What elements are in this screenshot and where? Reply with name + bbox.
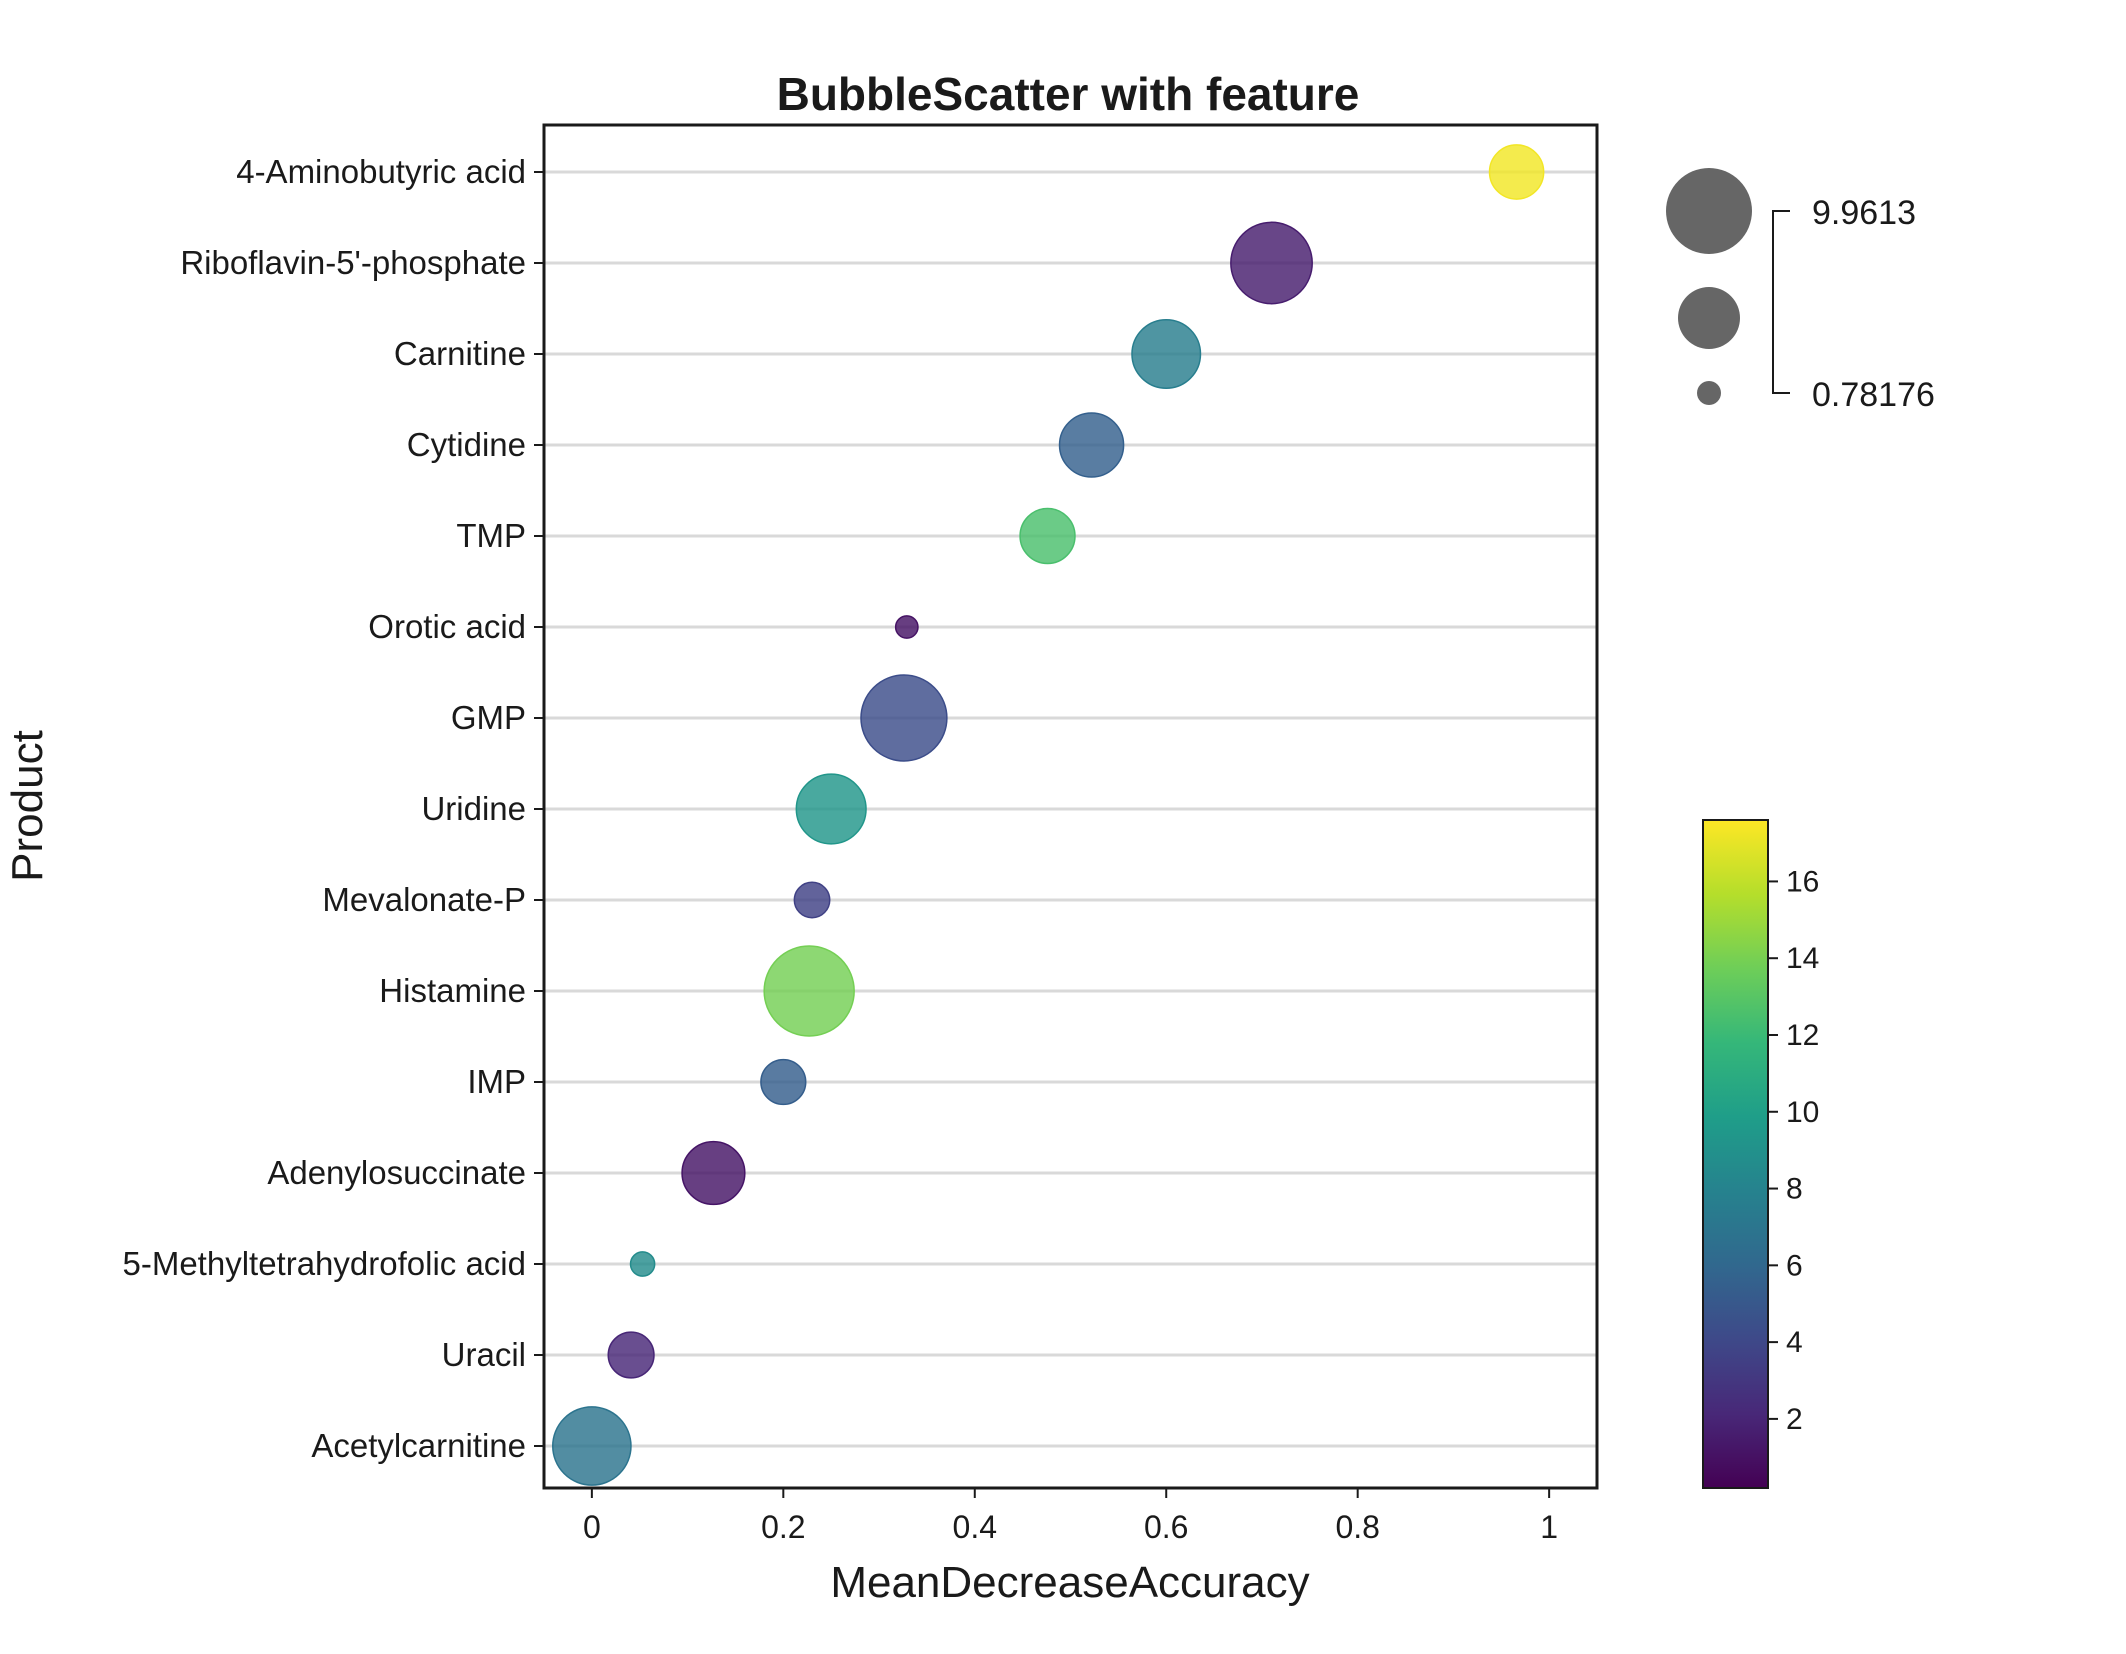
colorbar-ticks: 2 4 6 8 10 12 14 16 [1768, 865, 1819, 1436]
x-tick-label: 0.4 [953, 1509, 997, 1545]
bubble-point [1230, 221, 1313, 305]
x-axis-ticks: 0 0.2 0.4 0.6 0.8 1 [583, 1488, 1558, 1545]
colorbar-tick-label: 14 [1786, 942, 1819, 975]
colorbar-tick-label: 10 [1786, 1096, 1819, 1129]
colorbar-tick-label: 4 [1786, 1326, 1803, 1359]
size-legend-bracket [1772, 210, 1790, 394]
x-tick-label: 0.2 [761, 1509, 805, 1545]
chart-title: BubbleScatter with feature [777, 68, 1360, 120]
bubble-series [552, 144, 1545, 1486]
y-tick-label: Adenylosuccinate [267, 1154, 526, 1191]
size-legend-min-label: 0.78176 [1812, 376, 1935, 414]
x-tick-label: 1 [1540, 1509, 1558, 1545]
x-axis-label: MeanDecreaseAccuracy [830, 1558, 1309, 1607]
bubble-point [1131, 318, 1202, 390]
x-tick-label: 0.6 [1144, 1509, 1188, 1545]
y-tick-label: IMP [467, 1063, 526, 1100]
bubble-point [860, 674, 948, 762]
y-tick-label: Carnitine [394, 335, 526, 372]
bubble-point [681, 1140, 746, 1206]
y-tick-label: 4-Aminobutyric acid [236, 153, 526, 190]
y-tick-label: GMP [451, 699, 526, 736]
y-tick-label: Orotic acid [368, 608, 526, 645]
plot-area-frame [542, 123, 1599, 1490]
bubble-point [793, 881, 831, 919]
size-legend: 9.9613 0.78176 [1666, 168, 1935, 414]
bubble-point [795, 773, 867, 845]
bubble-point [607, 1331, 655, 1379]
colorbar: 2 4 6 8 10 12 14 16 [1702, 819, 1819, 1489]
y-tick-label: TMP [456, 517, 526, 554]
colorbar-tick-label: 12 [1786, 1019, 1819, 1052]
y-tick-label: Riboflavin-5'-phosphate [180, 244, 526, 281]
bubble-point [629, 1251, 656, 1277]
y-axis-ticks: 4-Aminobutyric acid Riboflavin-5'-phospha… [122, 153, 544, 1464]
bubble-point [1058, 412, 1125, 478]
y-tick-label: Acetylcarnitine [311, 1427, 526, 1464]
colorbar-tick-label: 2 [1786, 1403, 1803, 1436]
y-tick-label: Histamine [379, 972, 526, 1009]
bubble-point [894, 615, 919, 639]
grid-lines [544, 170, 1597, 1448]
y-tick-label: Uridine [421, 790, 526, 827]
bubble-point [1019, 507, 1076, 565]
bubble-point [760, 1058, 807, 1106]
bubble-point [552, 1406, 632, 1486]
y-axis-label: Product [3, 730, 52, 882]
colorbar-tick-label: 8 [1786, 1173, 1803, 1206]
colorbar-tick-label: 6 [1786, 1249, 1803, 1282]
bubble-point [1488, 144, 1545, 200]
y-tick-label: Cytidine [407, 426, 526, 463]
y-tick-label: Mevalonate-P [322, 881, 526, 918]
y-tick-label: Uracil [442, 1336, 526, 1373]
colorbar-bar [1702, 819, 1769, 1489]
y-tick-label: 5-Methyltetrahydrofolic acid [122, 1245, 526, 1282]
size-legend-small-bubble [1697, 381, 1721, 405]
size-legend-large-bubble [1666, 168, 1752, 254]
size-legend-max-label: 9.9613 [1812, 194, 1916, 232]
size-legend-medium-bubble [1678, 287, 1740, 349]
colorbar-tick-label: 16 [1786, 865, 1819, 898]
bubble-point [763, 945, 855, 1037]
x-tick-label: 0 [583, 1509, 601, 1545]
x-tick-label: 0.8 [1335, 1509, 1379, 1545]
